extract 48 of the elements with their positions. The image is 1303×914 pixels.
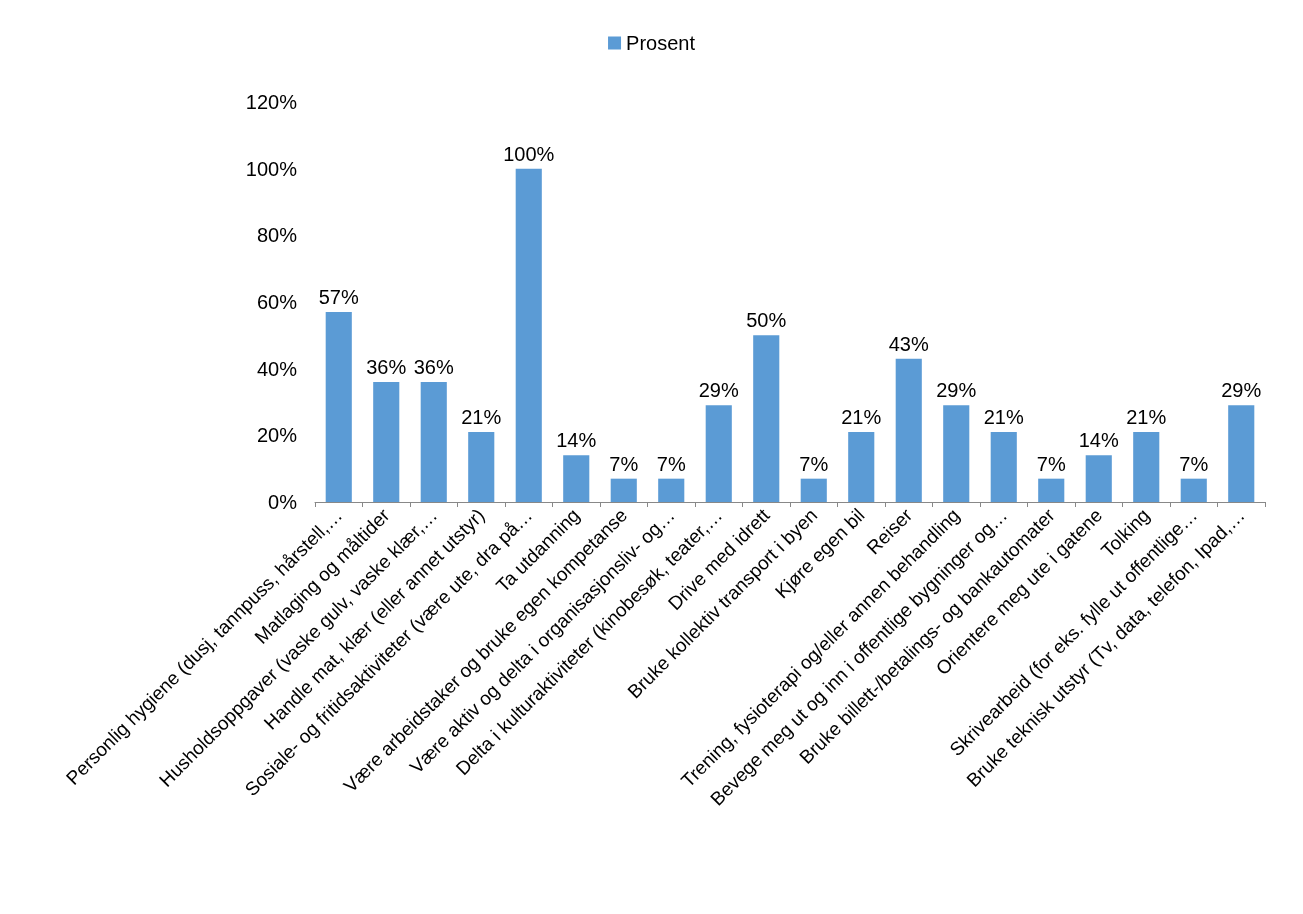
- bar: [943, 405, 970, 502]
- bar: [1085, 455, 1112, 502]
- y-tick-label: 0%: [268, 491, 298, 513]
- bar: [468, 432, 495, 502]
- bar: [705, 405, 732, 502]
- bar: [420, 382, 447, 502]
- bar: [373, 382, 400, 502]
- y-tick-label: 20%: [256, 424, 298, 447]
- bar: [1133, 432, 1160, 502]
- data-label: 7%: [656, 452, 686, 475]
- data-label: 7%: [799, 452, 829, 475]
- bar: [325, 312, 352, 502]
- data-label: 21%: [841, 406, 882, 428]
- data-label: 43%: [888, 332, 929, 355]
- data-label: 7%: [1179, 452, 1209, 475]
- data-label: 50%: [746, 309, 787, 332]
- bar: [610, 478, 637, 502]
- data-label: 100%: [503, 142, 555, 165]
- data-label: 29%: [936, 379, 977, 402]
- bar: [753, 335, 780, 502]
- bar: [1038, 478, 1065, 502]
- bar: [1180, 478, 1207, 502]
- bar: [848, 432, 875, 502]
- bar: [1228, 405, 1255, 502]
- bar: [563, 455, 590, 502]
- y-tick-label: 120%: [245, 91, 298, 113]
- y-tick-label: 60%: [256, 291, 298, 313]
- data-label: 21%: [461, 406, 502, 428]
- bar: [895, 358, 922, 502]
- y-tick-label: 40%: [256, 357, 298, 380]
- data-label: 57%: [318, 286, 359, 308]
- data-label: 36%: [366, 356, 407, 378]
- data-label: 21%: [983, 406, 1024, 428]
- data-label: 7%: [609, 452, 639, 475]
- bar: [800, 478, 827, 502]
- data-label: 29%: [1221, 379, 1262, 402]
- y-tick-label: 80%: [256, 224, 298, 247]
- bar: [990, 432, 1017, 502]
- data-label: 14%: [1078, 429, 1119, 452]
- bar: [658, 478, 685, 502]
- legend-label: Prosent: [626, 32, 696, 54]
- data-label: 36%: [413, 356, 454, 378]
- y-tick-label: 100%: [245, 157, 298, 180]
- data-label: 14%: [556, 429, 597, 452]
- data-label: 21%: [1126, 406, 1167, 428]
- data-label: 7%: [1036, 452, 1066, 475]
- bar: [515, 168, 542, 502]
- data-label: 29%: [698, 379, 739, 402]
